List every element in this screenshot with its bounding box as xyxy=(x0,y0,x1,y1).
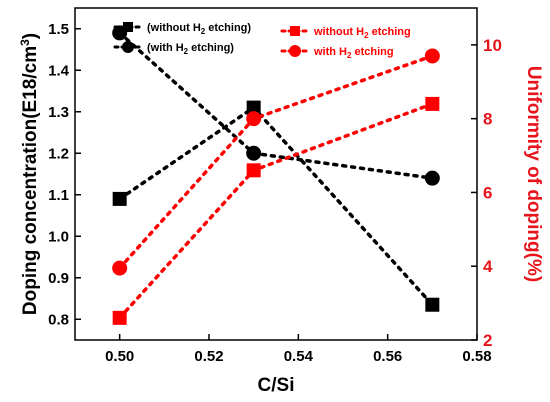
series-line-unif_without xyxy=(117,102,435,320)
data-point-square xyxy=(425,96,440,111)
legend-label-pre: (with H xyxy=(147,42,184,54)
data-point-circle xyxy=(246,145,262,161)
series-unif_without xyxy=(112,96,440,325)
y-right-axis-title: Uniformity of doping(%) xyxy=(523,66,544,282)
y-left-axis-title-main: Doping concentration(E18/cm xyxy=(20,46,41,315)
series-unif_with xyxy=(112,48,440,276)
legend-label: (without H2 etching) xyxy=(147,22,251,36)
legend-label-sub: 2 xyxy=(201,27,206,36)
data-point-circle xyxy=(424,48,440,64)
y-left-tick-label: 0.8 xyxy=(48,311,69,328)
y-left-tick-label: 1.3 xyxy=(48,104,69,121)
legend-label-post: etching xyxy=(351,46,393,58)
y-left-tick-label: 1.1 xyxy=(48,187,69,204)
legend-marker-circle xyxy=(122,41,134,53)
legend-label-post: etching) xyxy=(188,42,234,54)
legend-label: (with H2 etching) xyxy=(147,42,234,56)
x-axis-title: C/Si xyxy=(258,375,295,396)
plot-frame xyxy=(74,7,478,341)
x-tick-label: 0.56 xyxy=(373,348,402,365)
x-tick-label: 0.58 xyxy=(462,348,491,365)
legend-marker-square xyxy=(290,26,300,36)
y-left-axis-title-sup: 3 xyxy=(18,39,32,46)
legend-left: (without H2 etching)(with H2 etching) xyxy=(113,22,251,56)
x-tick-label: 0.50 xyxy=(105,348,134,365)
y-left-tick-label: 1.2 xyxy=(48,145,69,162)
legend-label-post: etching) xyxy=(205,22,251,34)
y-right-tick-label: 2 xyxy=(483,331,492,350)
y-right-tick-label: 10 xyxy=(483,36,502,55)
data-point-circle xyxy=(424,170,440,186)
legend-label-pre: (without H xyxy=(147,22,201,34)
y-left-tick-label: 0.9 xyxy=(48,270,69,287)
legend-label: with H2 etching xyxy=(313,46,394,60)
legend-marker-square xyxy=(123,22,133,32)
legend-label: without H2 etching xyxy=(313,26,411,40)
data-point-square xyxy=(425,297,440,312)
legend-label-sub: 2 xyxy=(347,51,352,60)
x-tick-label: 0.54 xyxy=(284,348,314,365)
data-point-square xyxy=(246,163,261,178)
legend-marker-circle xyxy=(289,45,301,57)
y-left-tick-label: 1.0 xyxy=(48,228,69,245)
y-left-axis-title-close: ) xyxy=(20,33,41,39)
y-right-tick-label: 4 xyxy=(483,257,493,276)
legend-label-pre: without H xyxy=(313,26,364,38)
data-point-square xyxy=(112,191,127,206)
legend-label-post: etching xyxy=(369,26,411,38)
y-right-tick-label: 8 xyxy=(483,110,492,129)
y-left-tick-label: 1.4 xyxy=(48,62,70,79)
y-right-tick-label: 6 xyxy=(483,183,492,202)
series-conc_without xyxy=(112,100,440,312)
legend-label-pre: with H xyxy=(313,46,347,58)
legend-label-sub: 2 xyxy=(364,31,369,40)
series-line-conc_without xyxy=(117,105,435,307)
data-point-square xyxy=(246,100,261,115)
y-left-axis-title: Doping concentration(E18/cm3) xyxy=(18,33,41,315)
data-point-circle xyxy=(246,111,262,127)
data-point-square xyxy=(112,310,127,325)
data-point-circle xyxy=(112,260,128,276)
series-line-unif_with xyxy=(117,54,435,270)
legend-label-sub: 2 xyxy=(184,47,189,56)
x-tick-label: 0.52 xyxy=(194,348,223,365)
y-left-tick-label: 1.5 xyxy=(48,21,69,38)
